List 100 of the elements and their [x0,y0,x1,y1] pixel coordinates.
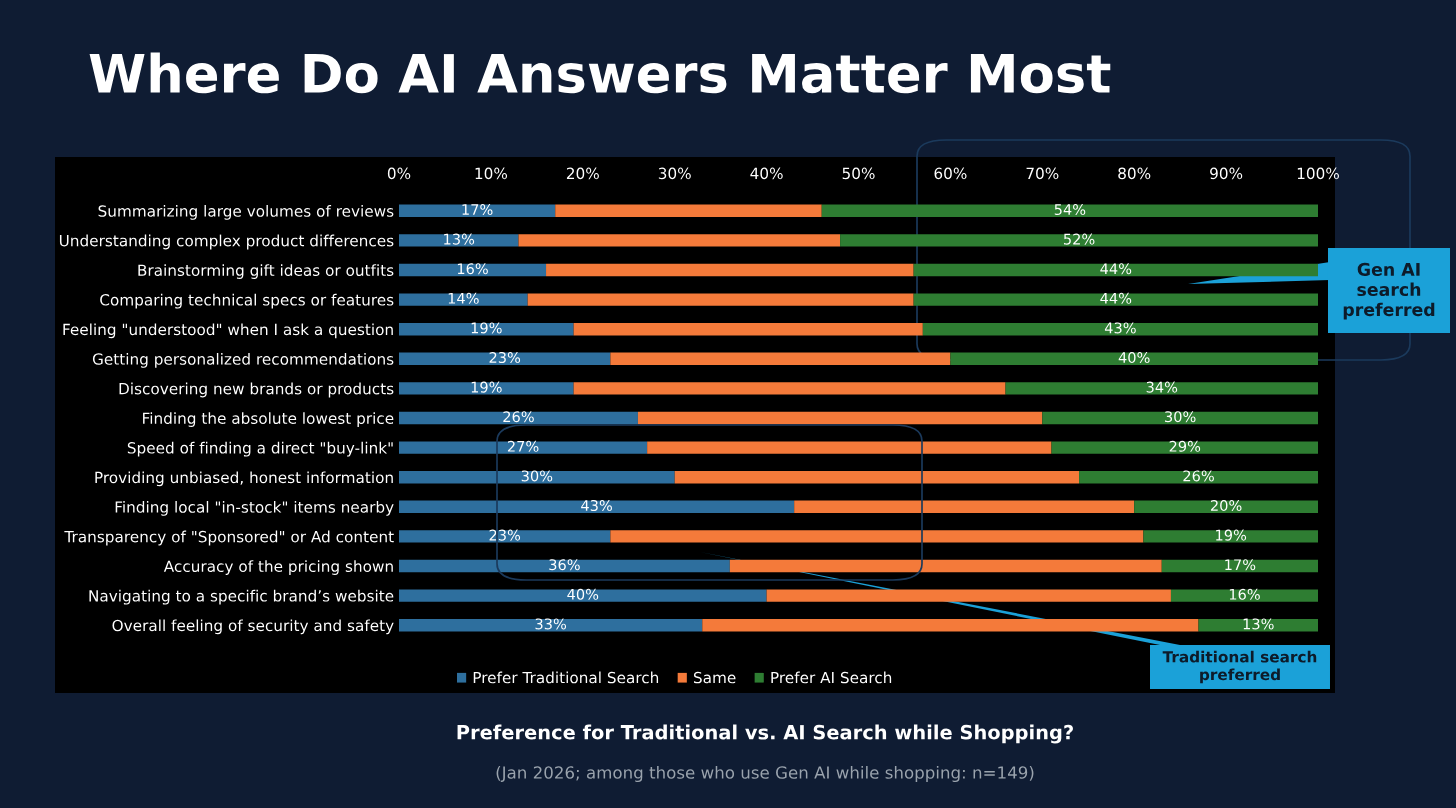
x-tick-label: 100% [1297,167,1339,180]
bar [399,382,574,395]
bar [1042,411,1318,425]
y-tick-label: Brainstorming gift ideas or outfits [138,264,394,279]
legend-label: Same [693,671,736,684]
bar [399,234,519,247]
bar [794,500,1135,514]
bar [821,204,1318,218]
bar [573,382,1006,395]
bar [573,322,923,336]
bar [674,470,1080,484]
bar [1143,530,1318,543]
bar [922,322,1318,336]
data-label: 40% [567,588,599,600]
text: Gen AI search preferred [1343,262,1435,320]
legend-label: Prefer AI Search [771,671,892,684]
bar [1170,589,1318,602]
bar [702,618,1199,632]
bar [913,293,1318,306]
bar [1079,470,1318,484]
data-label: 44% [1100,263,1132,275]
bar [1134,500,1318,514]
bar [766,589,1171,602]
bar [399,530,611,543]
data-label: 26% [503,411,534,423]
y-tick-label: Overall feeling of security and safety [112,619,394,635]
data-label: 19% [471,381,502,393]
data-label: 54% [1054,204,1086,216]
bar [610,530,1144,543]
y-tick-label: Finding local "in-stock" items nearby [115,501,394,516]
bar [950,352,1318,366]
y-tick-label: Navigating to a specific brand’s website [89,589,394,605]
bar [399,352,611,366]
bar [399,411,638,425]
bar [647,441,1052,454]
data-label: 29% [1169,440,1201,452]
data-label: 43% [581,500,612,512]
bar [1051,441,1318,454]
data-label: 19% [471,322,502,334]
x-tick-label: 60% [934,167,967,180]
text: Traditional search preferred [1162,650,1317,684]
y-tick-label: Finding the absolute lowest price [143,412,394,427]
bar [610,352,951,366]
data-label: 16% [457,263,488,275]
bar [399,441,648,454]
y-tick-label: Feeling "understood" when I ask a question [63,323,393,339]
data-label: 16% [1229,588,1260,600]
x-tick-label: 80% [1118,167,1151,180]
bar [399,589,767,602]
data-label: 27% [507,440,539,452]
data-label: 43% [1104,322,1136,334]
bar [1198,618,1318,632]
data-label: 23% [489,352,521,364]
bar [637,411,1043,425]
bar [399,293,528,306]
y-tick-label: Understanding complex product differences [59,234,394,250]
bar [527,293,914,306]
bar [399,322,574,336]
data-label: 20% [1210,500,1242,512]
bar [1161,559,1318,573]
bar [399,470,675,484]
data-label: 34% [1146,381,1178,393]
x-tick-label: 90% [1210,167,1243,180]
data-label: 40% [1118,352,1150,364]
data-label: 33% [535,618,567,630]
data-label: 14% [448,292,479,304]
text: (Jan 2026; among those who use Gen AI while shopping: n=149) [496,765,1034,783]
bar [518,234,841,247]
y-tick-label: Transparency of "Sponsored" or Ad content [64,530,394,546]
bar [399,204,556,218]
bar [399,500,795,514]
data-label: 19% [1216,529,1247,541]
y-tick-label: Providing unbiased, honest information [95,471,393,487]
bar [399,559,730,573]
text: Preference for Traditional vs. AI Search while Shopping? [457,724,1073,744]
y-tick-label: Summarizing large volumes of reviews [98,205,394,220]
data-label: 17% [462,204,493,216]
data-label: 36% [549,559,580,571]
x-tick-label: 30% [658,167,691,180]
bar [729,559,1162,573]
data-label: 13% [444,233,475,245]
x-tick-label: 70% [1026,167,1059,180]
data-label: 23% [489,529,521,541]
y-tick-label: Speed of finding a direct "buy-link" [127,441,393,457]
legend-label: Prefer Traditional Search [473,671,659,684]
bar [840,234,1318,247]
y-tick-label: Discovering new brands or products [119,382,394,398]
x-tick-label: 20% [566,167,599,180]
data-label: 52% [1063,233,1095,245]
bar [546,263,914,277]
data-label: 44% [1100,292,1132,304]
y-tick-label: Getting personalized recommendations [92,353,394,368]
data-label: 30% [521,470,553,482]
data-label: 17% [1225,559,1256,571]
x-tick-label: 10% [475,167,508,180]
y-tick-label: Comparing technical specs or features [100,293,394,309]
bar [399,618,703,632]
bar [1005,382,1318,395]
data-label: 26% [1183,470,1214,482]
bar [399,263,547,277]
